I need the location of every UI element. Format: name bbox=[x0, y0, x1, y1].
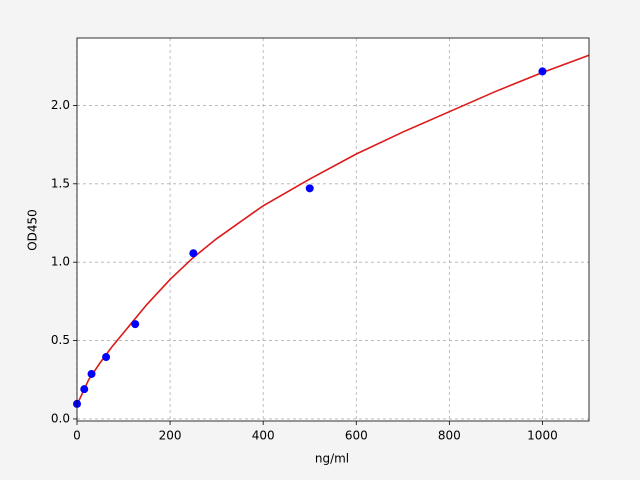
x-tick-label: 800 bbox=[438, 429, 461, 443]
x-tick-label: 600 bbox=[345, 429, 368, 443]
y-tick-label: 0.0 bbox=[51, 411, 70, 425]
data-point bbox=[538, 67, 547, 76]
data-point bbox=[80, 385, 89, 394]
y-tick-label: 1.0 bbox=[51, 255, 70, 269]
y-tick-label: 1.5 bbox=[51, 176, 70, 190]
data-point bbox=[102, 353, 111, 362]
fit-curve bbox=[76, 54, 590, 406]
x-axis-label: ng/ml bbox=[315, 452, 349, 466]
plot-frame bbox=[76, 37, 590, 422]
data-point bbox=[131, 320, 140, 329]
plot-background bbox=[77, 38, 589, 421]
data-point bbox=[189, 249, 198, 258]
data-point bbox=[305, 184, 314, 193]
y-axis-label: OD450 bbox=[26, 209, 40, 251]
x-tick-label: 0 bbox=[73, 429, 81, 443]
x-tick-label: 1000 bbox=[527, 429, 558, 443]
x-tick-label: 400 bbox=[252, 429, 275, 443]
x-tick-label: 200 bbox=[159, 429, 182, 443]
data-point bbox=[87, 369, 96, 378]
y-tick-label: 0.5 bbox=[51, 333, 70, 347]
y-tick-label: 2.0 bbox=[51, 98, 70, 112]
